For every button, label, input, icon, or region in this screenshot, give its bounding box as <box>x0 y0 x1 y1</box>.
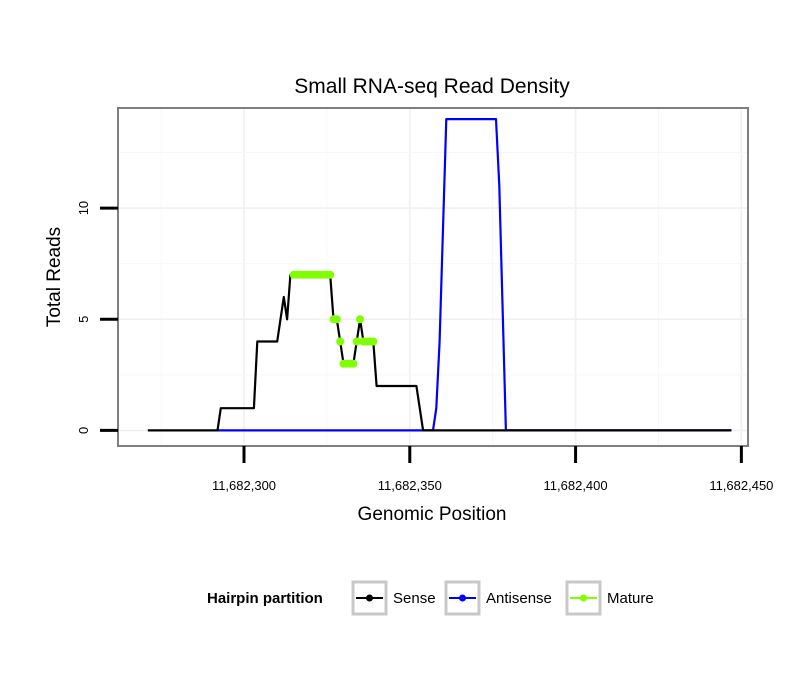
series-line-antisense <box>217 117 732 432</box>
x-tick-label: 11,682,350 <box>378 478 442 493</box>
series-layer <box>147 117 732 432</box>
y-tick-label: 10 <box>76 201 91 215</box>
mature-point <box>352 337 361 346</box>
mature-point <box>326 270 335 279</box>
chart-title: Small RNA-seq Read Density <box>294 75 570 98</box>
mature-point <box>336 337 345 346</box>
axes: 11,682,300 11,682,350 11,682,400 11,682,450… <box>76 201 773 493</box>
legend-keys: Sense Antisense Mature <box>351 580 654 616</box>
legend-label: Mature <box>607 590 654 607</box>
legend-title: Hairpin partition <box>207 590 323 607</box>
y-axis-label: Total Reads <box>44 227 65 327</box>
legend-label: Antisense <box>486 590 552 607</box>
legend-label: Sense <box>393 590 436 607</box>
gridlines <box>118 108 748 446</box>
mature-point <box>349 359 358 368</box>
mature-point <box>356 315 365 324</box>
y-tick-label: 5 <box>76 316 91 323</box>
legend-item-antisense: Antisense <box>444 580 552 616</box>
legend-item-sense: Sense <box>351 580 436 616</box>
legend-key-point <box>459 594 466 602</box>
legend-key-point <box>580 594 587 602</box>
plot-panel-border <box>117 107 749 447</box>
mature-point <box>369 337 378 346</box>
x-tick-label: 11,682,400 <box>544 478 608 493</box>
mature-point <box>332 315 341 324</box>
legend: Hairpin partition Sense Antisense Mature <box>207 580 654 616</box>
x-tick-label: 11,682,300 <box>212 478 276 493</box>
x-axis-label: Genomic Position <box>358 504 507 525</box>
legend-key-point <box>366 594 373 602</box>
x-tick-label: 11,682,450 <box>709 478 773 493</box>
legend-item-mature: Mature <box>565 580 654 616</box>
y-tick-label: 0 <box>76 427 91 434</box>
